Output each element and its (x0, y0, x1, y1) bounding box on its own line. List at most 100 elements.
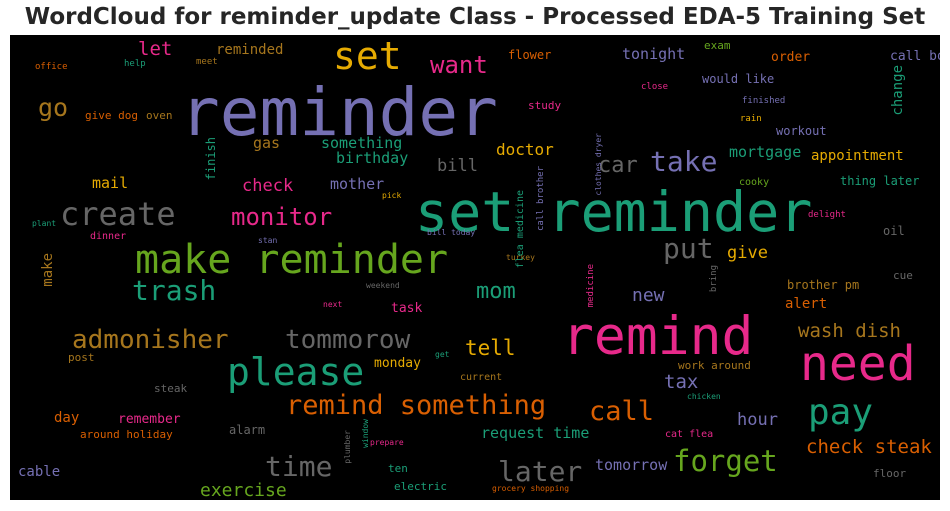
word-want: want (430, 51, 488, 79)
word-next: next (323, 300, 343, 309)
word-steak: steak (154, 382, 188, 395)
word-set: set (333, 35, 402, 78)
word-cable: cable (18, 464, 61, 480)
word-stan: stan (258, 236, 278, 245)
word-alarm: alarm (229, 423, 266, 437)
word-check-steak: check steak (806, 436, 932, 458)
word-doctor: doctor (496, 140, 554, 159)
word-mother: mother (330, 175, 385, 193)
word-monday: monday (374, 356, 421, 371)
word-car: car (598, 153, 638, 178)
word-flea-medicine: flea medicine (515, 190, 526, 269)
word-grocery-shopping: grocery shopping (492, 484, 570, 493)
word-gas: gas (253, 134, 281, 152)
word-remember: remember (118, 412, 181, 427)
word-weekend: weekend (366, 281, 400, 290)
word-get: get (435, 350, 450, 359)
word-please: please (227, 350, 365, 394)
word-meet: meet (196, 57, 218, 67)
word-give-dog: give dog (85, 109, 138, 122)
word-pay: pay (808, 392, 874, 433)
word-hour: hour (737, 410, 778, 430)
word-call: call (589, 396, 655, 427)
word-reminded: reminded (216, 42, 284, 58)
word-clothes-dryer: clothes dryer (594, 133, 603, 196)
word-dinner: dinner (90, 231, 127, 242)
word-remind: remind (562, 306, 754, 367)
word-thing-later: thing later (840, 174, 920, 188)
word-office: office (35, 62, 68, 72)
word-mortgage: mortgage (729, 143, 802, 161)
word-floor: floor (873, 467, 907, 480)
word-electric: electric (394, 480, 447, 493)
word-ten: ten (388, 462, 408, 475)
word-call-bob: call bob (890, 49, 940, 64)
word-study: study (528, 99, 562, 112)
chart-title: WordCloud for reminder_update Class - Pr… (24, 4, 926, 30)
word-request-time: request time (481, 424, 590, 442)
word-tax: tax (664, 371, 699, 393)
word-around-holiday: around holiday (80, 428, 173, 441)
word-medicine: medicine (586, 264, 596, 308)
word-something: something (321, 134, 403, 152)
word-cooky: cooky (739, 177, 770, 188)
word-monitor: monitor (231, 203, 333, 231)
word-appointment: appointment (811, 148, 904, 164)
word-cue: cue (893, 269, 913, 282)
word-mom: mom (476, 279, 516, 304)
word-chicken: chicken (687, 392, 721, 401)
wordcloud-canvas: reminder set reminder remind need make remin… (10, 35, 940, 500)
word-tomorrow: tomorrow (595, 456, 668, 474)
word-help: help (124, 59, 146, 69)
word-give: give (727, 243, 768, 263)
word-oil: oil (883, 224, 905, 238)
word-prepare: prepare (370, 438, 404, 447)
word-change: change (890, 65, 906, 116)
word-birthday: birthday (336, 149, 409, 167)
word-create: create (60, 195, 176, 233)
word-work-around: work around (678, 359, 751, 372)
word-task: task (391, 301, 423, 316)
word-exam: exam (704, 39, 731, 52)
word-take: take (650, 145, 718, 178)
word-would-like: would like (702, 72, 775, 86)
word-bill-today: bill today (427, 228, 476, 237)
word-finish: finish (204, 137, 218, 181)
word-brother-pm: brother pm (787, 278, 860, 292)
word-make-reminder: make reminder (135, 237, 449, 283)
word-rain: rain (740, 114, 762, 124)
word-pick: pick (382, 191, 402, 200)
word-turkey: turkey (506, 253, 535, 262)
word-tommorow: tommorow (285, 325, 411, 355)
word-remind-something: remind something (286, 390, 547, 421)
word-new: new (632, 285, 665, 306)
word-close: close (641, 82, 669, 92)
word-check: check (242, 176, 294, 196)
word-make: make (40, 253, 56, 287)
word-go: go (38, 93, 69, 122)
word-admonisher: admonisher (72, 325, 229, 355)
word-plant: plant (32, 219, 57, 228)
word-need: need (800, 336, 916, 392)
word-let: let (138, 38, 173, 60)
word-trash: trash (132, 274, 217, 307)
word-time: time (265, 450, 333, 483)
word-wash-dish: wash dish (798, 320, 901, 342)
word-set-reminder: set reminder (415, 180, 813, 244)
word-post: post (68, 351, 95, 364)
word-alert: alert (785, 296, 828, 312)
word-workout: workout (776, 124, 827, 138)
word-window: window (361, 419, 370, 448)
word-later: later (498, 455, 583, 488)
word-bring: bring (709, 265, 719, 293)
word-exercise: exercise (200, 480, 287, 500)
word-cat-flea: cat flea (665, 429, 714, 440)
word-forget: forget (673, 444, 778, 478)
word-mail: mail (92, 174, 129, 192)
word-day: day (54, 410, 80, 426)
word-finished: finished (742, 96, 786, 106)
word-tonight: tonight (622, 45, 686, 63)
word-plumber: plumber (343, 430, 352, 464)
word-current: current (460, 372, 503, 383)
word-order: order (771, 50, 811, 65)
